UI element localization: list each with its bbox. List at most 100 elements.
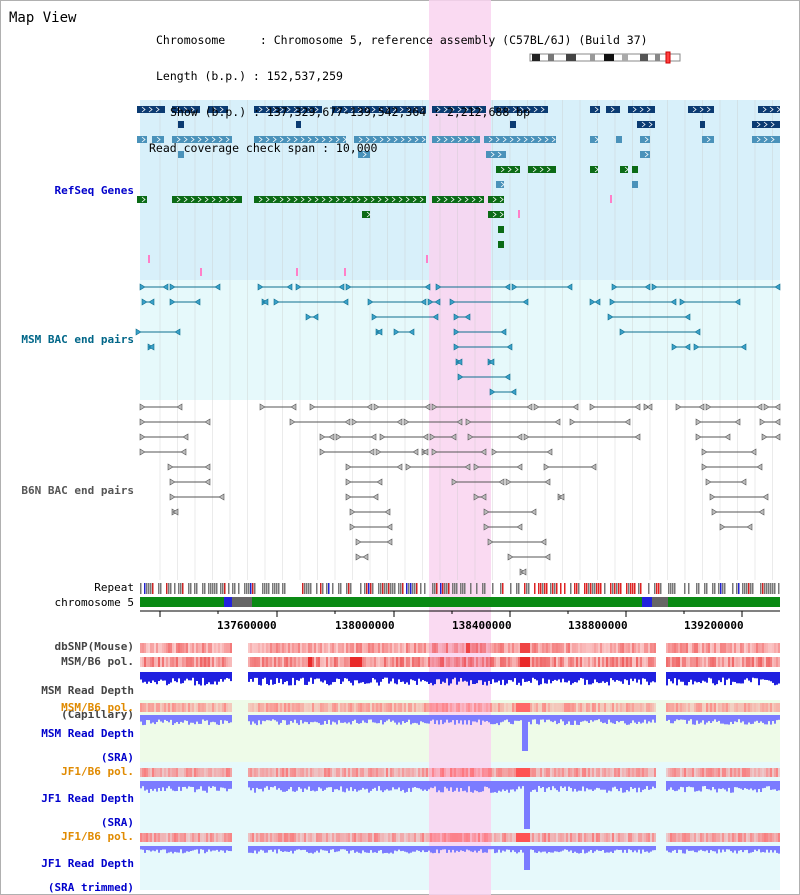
track-label-jf1-depth-sra[interactable]: JF1 Read Depth (SRA) (15, 781, 134, 841)
track-label-msm-pol[interactable]: MSM/B6 pol. (61, 655, 134, 668)
track-label-chromosome[interactable]: chromosome 5 (54, 596, 134, 609)
read-depth-bin (270, 846, 272, 850)
read-depth-bin (378, 672, 380, 686)
read-depth-bin (162, 672, 164, 681)
read-depth-bin (734, 846, 736, 851)
track-label-msm-depth-sra[interactable]: MSM Read Depth (SRA) (15, 716, 134, 776)
polymorphism-bin (596, 643, 598, 653)
polymorphism-bin (442, 703, 444, 712)
polymorphism-bin (450, 703, 452, 712)
read-depth-bin (586, 672, 588, 680)
polymorphism-bin (470, 657, 472, 667)
read-depth-bin (774, 715, 776, 724)
polymorphism-bin (518, 643, 520, 653)
polymorphism-bin (540, 703, 542, 712)
read-depth-bin (602, 715, 604, 724)
read-depth-bin (772, 715, 774, 721)
polymorphism-bin (526, 657, 528, 667)
strand-arrow (457, 196, 462, 203)
polymorphism-bin (348, 657, 350, 667)
polymorphism-bin (668, 657, 670, 667)
polymorphism-bin (156, 833, 158, 842)
track-label-msm-depth-capillary[interactable]: MSM Read Depth (Capillary) (15, 673, 134, 733)
polymorphism-bin (706, 703, 708, 712)
read-depth-bin (390, 846, 392, 853)
polymorphism-bin (296, 768, 298, 777)
track-label-jf1-pol[interactable]: JF1/B6 pol. (61, 765, 134, 778)
track-label-msm-bac[interactable]: MSM BAC end pairs (21, 333, 134, 346)
read-depth-bin (316, 846, 318, 851)
bac-end (467, 433, 474, 441)
read-depth-bin (474, 781, 476, 791)
polymorphism-bin (406, 657, 408, 667)
repeat-element (704, 583, 706, 594)
read-depth-bin (178, 846, 180, 853)
read-depth-bin (298, 672, 300, 681)
read-depth-bin (410, 715, 412, 725)
read-depth-bin (360, 672, 362, 683)
read-depth-bin (380, 781, 382, 791)
polymorphism-bin (578, 703, 580, 712)
polymorphism-bin (368, 657, 370, 667)
polymorphism-bin (462, 657, 464, 667)
read-depth-bin (228, 846, 230, 851)
track-label-repeat[interactable]: Repeat (94, 581, 134, 594)
read-depth-bin (684, 715, 686, 720)
polymorphism-bin (710, 768, 712, 777)
polymorphism-bin (228, 833, 230, 842)
polymorphism-bin (302, 703, 304, 712)
polymorphism-bin (674, 703, 676, 712)
read-depth-bin (458, 715, 460, 724)
polymorphism-bin (422, 703, 424, 712)
polymorphism-bin (730, 768, 732, 777)
polymorphism-bin (310, 768, 312, 777)
read-depth-bin (184, 672, 186, 681)
strand-arrow (413, 106, 418, 113)
track-label-b6n-bac[interactable]: B6N BAC end pairs (21, 484, 134, 497)
read-depth-bin (298, 715, 300, 725)
bac-end (139, 448, 146, 456)
track-label-jf1-depth-trim[interactable]: JF1 Read Depth (SRA trimmed) (15, 846, 134, 895)
polymorphism-bin (284, 833, 286, 842)
polymorphism-bin (170, 643, 172, 653)
polymorphism-bin (356, 768, 358, 777)
polymorphism-bin (712, 833, 714, 842)
read-depth-bin (754, 781, 756, 790)
read-depth-bin (186, 781, 188, 789)
polymorphism-bin (520, 657, 522, 667)
read-depth-bin (456, 781, 458, 788)
read-depth-bin (752, 715, 754, 724)
polymorphism-bin (312, 703, 314, 712)
polymorphism-bin (292, 703, 294, 712)
polymorphism-bin (252, 703, 254, 712)
read-depth-bin (542, 846, 544, 852)
repeat-element (552, 583, 554, 594)
bac-end (679, 298, 686, 306)
read-depth-bin (276, 781, 278, 790)
track-label-dbsnp[interactable]: dbSNP(Mouse) (54, 640, 134, 653)
read-depth-bin (610, 846, 612, 852)
read-depth-bin (386, 672, 388, 678)
polymorphism-bin (376, 833, 378, 842)
read-depth-bin (146, 672, 148, 684)
read-depth-bin (468, 846, 470, 851)
read-depth-bin (736, 781, 738, 788)
track-label-msm-pol-sra[interactable]: MSM/B6 pol. (61, 701, 134, 714)
polymorphism-bin (750, 643, 752, 653)
polymorphism-bin (278, 768, 280, 777)
polymorphism-bin (406, 643, 408, 653)
gene-block (702, 136, 714, 143)
polymorphism-bin (208, 703, 210, 712)
read-depth-bin (778, 781, 780, 791)
track-label-refseq[interactable]: RefSeq Genes (54, 184, 134, 197)
read-depth-bin (548, 846, 550, 852)
strand-arrow (364, 106, 369, 113)
track-label-jf1-pol-trim[interactable]: JF1/B6 pol. (61, 830, 134, 843)
read-depth-bin (254, 846, 256, 851)
polymorphism-bin (494, 657, 496, 667)
strand-arrow (478, 106, 483, 113)
polymorphism-bin (320, 657, 322, 667)
read-depth-bin (470, 846, 472, 852)
polymorphism-bin (194, 643, 196, 653)
